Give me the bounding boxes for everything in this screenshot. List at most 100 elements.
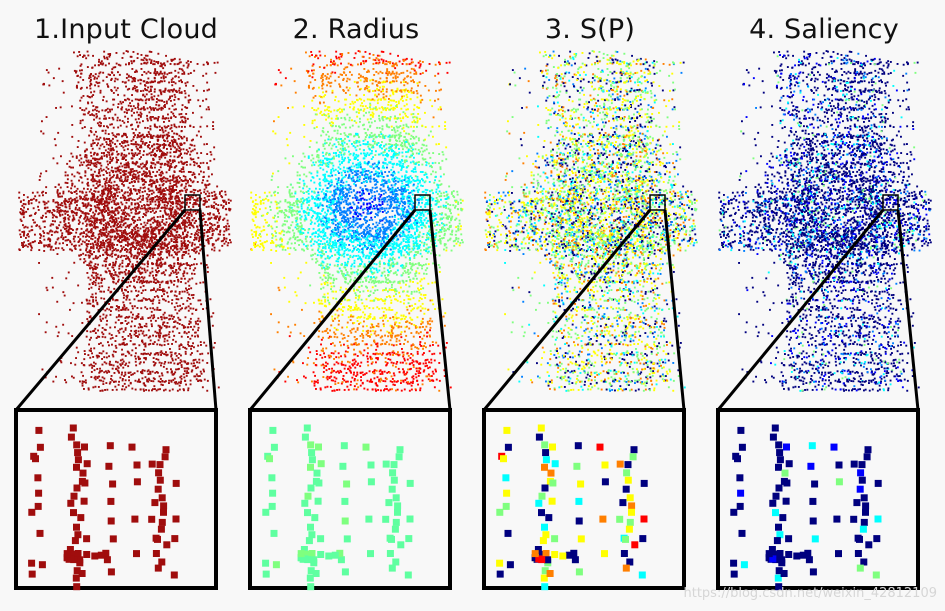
cloud-point — [185, 92, 187, 94]
cloud-point — [155, 126, 157, 128]
cloud-point — [167, 343, 169, 345]
cloud-point — [105, 258, 107, 260]
cloud-point — [90, 73, 92, 75]
cloud-point — [196, 361, 198, 363]
cloud-point — [172, 331, 174, 333]
cloud-point — [151, 86, 153, 88]
cloud-point — [128, 258, 130, 260]
cloud-point — [153, 192, 155, 194]
cloud-point — [118, 344, 120, 346]
cloud-point — [171, 59, 173, 61]
cloud-point — [81, 69, 83, 71]
cloud-point — [127, 195, 129, 197]
cloud-point — [160, 354, 162, 356]
cloud-point — [126, 126, 128, 128]
cloud-point — [112, 337, 114, 339]
cloud-point — [90, 127, 92, 129]
cloud-point — [195, 367, 197, 369]
cloud-point — [135, 107, 137, 109]
cloud-point — [126, 202, 128, 204]
cloud-point — [108, 144, 110, 146]
cloud-point — [154, 331, 156, 333]
cloud-point — [100, 297, 102, 299]
cloud-point — [161, 352, 163, 354]
cloud-point — [118, 217, 120, 219]
cloud-point — [118, 279, 120, 281]
cloud-point — [193, 126, 195, 128]
cloud-point — [117, 87, 119, 89]
cloud-point — [125, 64, 127, 66]
cloud-point — [172, 360, 174, 362]
cloud-point — [144, 370, 146, 372]
cloud-point — [160, 281, 162, 283]
cloud-point — [89, 300, 91, 302]
cloud-point — [131, 143, 133, 145]
cloud-point — [194, 336, 196, 338]
cloud-point — [202, 360, 204, 362]
cloud-point — [141, 353, 143, 355]
cloud-point — [131, 321, 133, 323]
cloud-point — [159, 388, 161, 390]
cloud-point — [185, 82, 187, 84]
cloud-point — [174, 63, 176, 65]
cloud-point — [96, 144, 98, 146]
cloud-point — [95, 257, 97, 259]
cloud-point — [158, 300, 160, 302]
cloud-point — [189, 338, 191, 340]
cloud-point — [159, 352, 161, 354]
cloud-point — [181, 297, 183, 299]
cloud-point — [187, 367, 189, 369]
cloud-point — [177, 390, 179, 392]
cloud-point — [163, 390, 165, 392]
cloud-point — [136, 154, 138, 156]
cloud-point — [163, 314, 165, 316]
cloud-point — [187, 118, 189, 120]
cloud-point — [113, 92, 115, 94]
cloud-point — [96, 221, 98, 223]
cloud-point — [188, 288, 190, 290]
cloud-point — [174, 263, 176, 265]
cloud-point — [164, 164, 166, 166]
cloud-point — [199, 375, 201, 377]
cloud-point — [168, 253, 170, 255]
cloud-point — [176, 355, 178, 357]
cloud-point — [162, 108, 164, 110]
cloud-point — [122, 367, 124, 369]
cloud-point — [186, 161, 188, 163]
cloud-point — [175, 116, 177, 118]
cloud-point — [161, 100, 163, 102]
cloud-point — [161, 295, 163, 297]
cloud-point — [62, 214, 64, 216]
cloud-point — [124, 271, 126, 273]
cloud-point — [178, 251, 180, 253]
cloud-point — [93, 165, 95, 167]
cloud-point — [90, 174, 92, 176]
cloud-point — [133, 112, 135, 114]
cloud-point — [125, 269, 127, 271]
cloud-point — [135, 290, 137, 292]
cloud-point — [183, 275, 185, 277]
cloud-point — [186, 375, 188, 377]
cloud-point — [128, 353, 130, 355]
cloud-point — [168, 336, 170, 338]
cloud-point — [93, 115, 95, 117]
cloud-point — [109, 158, 111, 160]
cloud-point — [169, 255, 171, 257]
cloud-point — [79, 100, 81, 102]
cloud-point — [91, 96, 93, 98]
cloud-point — [130, 105, 132, 107]
cloud-point — [196, 152, 198, 154]
cloud-point — [153, 316, 155, 318]
cloud-point — [96, 247, 98, 249]
cloud-point — [175, 369, 177, 371]
cloud-point — [90, 337, 92, 339]
cloud-point — [130, 372, 132, 374]
cloud-point — [147, 263, 149, 265]
cloud-point — [149, 343, 151, 345]
cloud-point — [173, 124, 175, 126]
cloud-point — [102, 376, 104, 378]
cloud-point — [94, 84, 96, 86]
cloud-point — [174, 306, 176, 308]
cloud-point — [86, 336, 88, 338]
cloud-point — [170, 155, 172, 157]
